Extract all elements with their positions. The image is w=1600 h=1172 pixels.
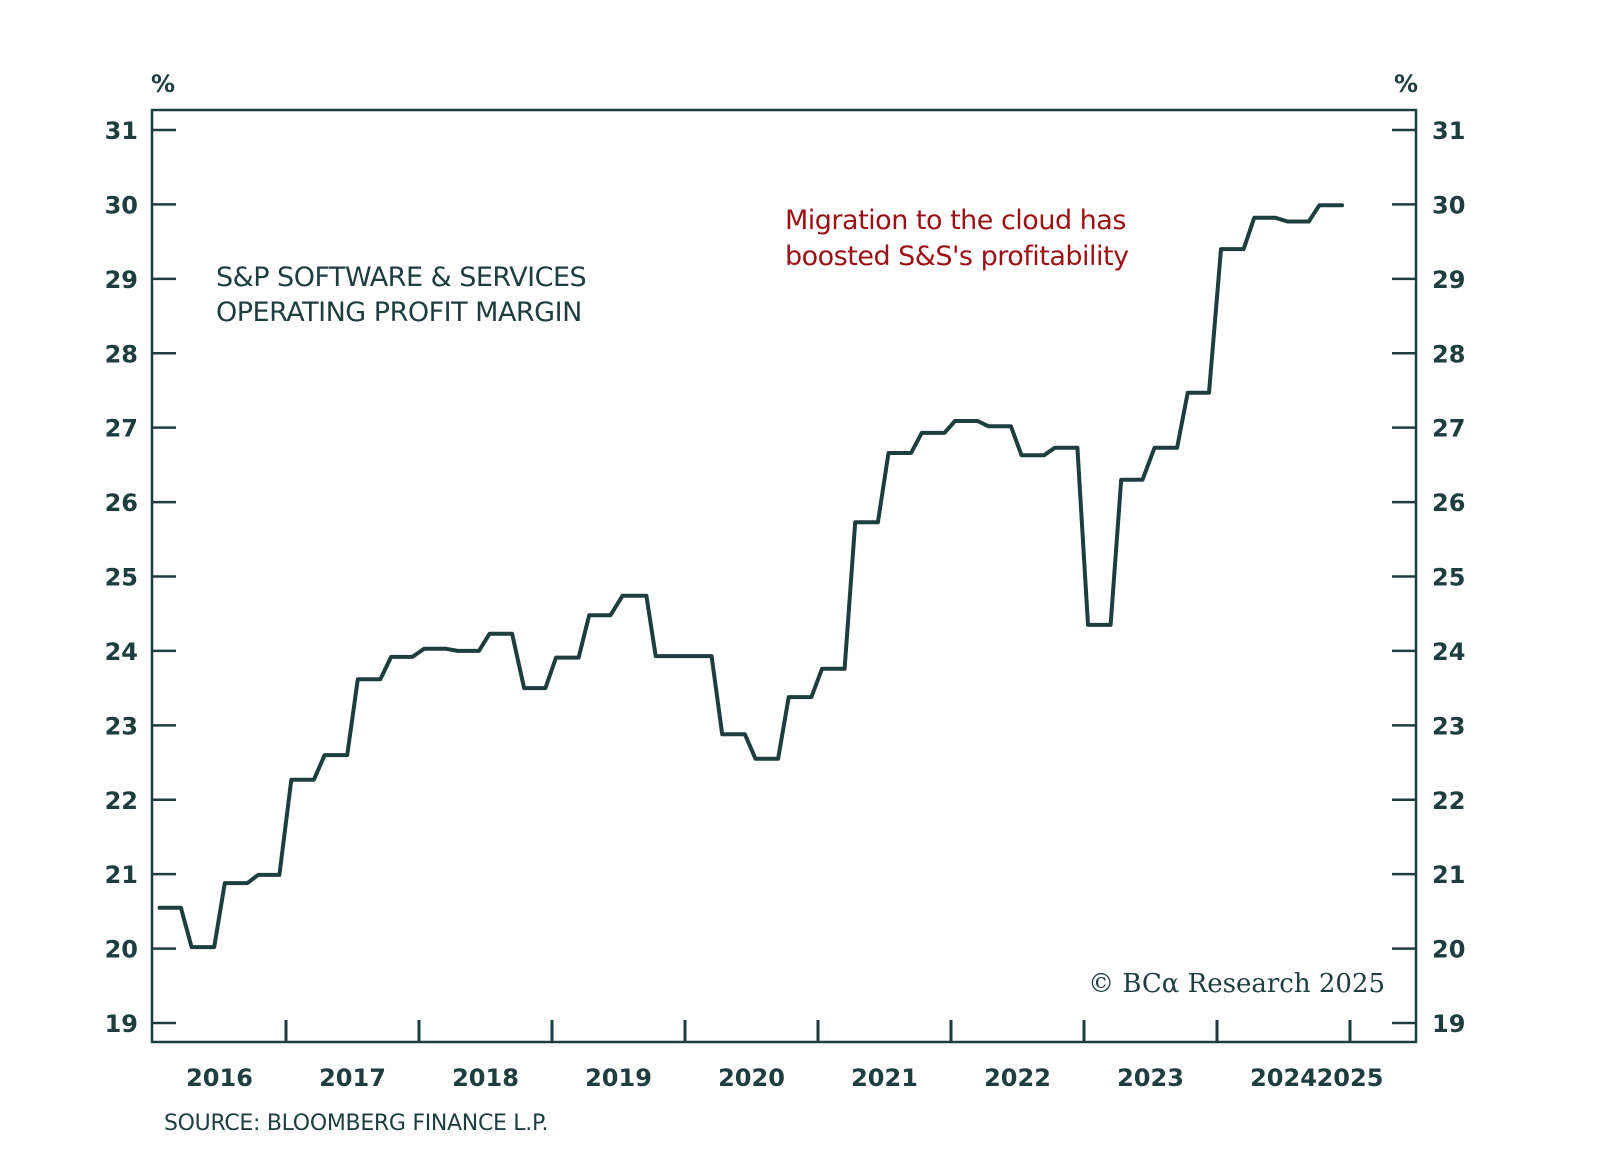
y-tick-label-left: 26 (105, 489, 138, 517)
x-tick-label: 2025 (1317, 1064, 1384, 1092)
y-tick-label-right: 22 (1432, 787, 1465, 815)
y-tick-label-right: 20 (1432, 936, 1465, 964)
x-tick-label: 2022 (984, 1064, 1051, 1092)
y-tick-label-left: 24 (105, 638, 138, 666)
x-tick-label: 2016 (186, 1064, 253, 1092)
annotation-line-1: Migration to the cloud has (785, 205, 1126, 236)
y-tick-label-left: 20 (105, 936, 138, 964)
copyright-notice: © BCα Research 2025 (1088, 969, 1385, 999)
y-tick-label-right: 23 (1432, 712, 1465, 740)
y-tick-label-right: 25 (1432, 564, 1465, 592)
y-tick-label-left: 29 (105, 266, 138, 294)
x-tick-label: 2023 (1117, 1064, 1184, 1092)
annotation: Migration to the cloud has boosted S&S's… (785, 205, 1134, 272)
series-line-operating-margin (157, 203, 1344, 950)
y-tick-label-left: 31 (105, 117, 138, 145)
y-tick-label-right: 27 (1432, 415, 1465, 443)
y-axis-left: 19 20 21 22 23 24 25 26 27 28 29 30 31 (105, 117, 176, 1038)
y-tick-label-left: 30 (105, 191, 138, 219)
y-tick-label-left: 28 (105, 340, 138, 368)
y-axis-unit-left: % (151, 70, 175, 98)
y-tick-label-right: 24 (1432, 638, 1465, 666)
x-axis: 2016 2017 2018 2019 2020 2021 2022 2023 2024 2025 (186, 1020, 1383, 1092)
y-axis-right: 19 20 21 22 23 24 25 26 27 28 29 30 31 (1392, 117, 1465, 1038)
x-tick-label: 2021 (851, 1064, 918, 1092)
chart-title: S&P SOFTWARE & SERVICES OPERATING PROFIT… (216, 262, 594, 328)
y-tick-label-right: 21 (1432, 861, 1465, 889)
x-tick-label: 2019 (585, 1064, 652, 1092)
y-tick-label-left: 23 (105, 712, 138, 740)
y-tick-label-right: 31 (1432, 117, 1465, 145)
y-tick-label-left: 21 (105, 861, 138, 889)
y-tick-label-right: 26 (1432, 489, 1465, 517)
y-tick-label-right: 28 (1432, 340, 1465, 368)
x-tick-label: 2020 (718, 1064, 785, 1092)
chart-title-line-1: S&P SOFTWARE & SERVICES (216, 262, 586, 293)
source-note: SOURCE: BLOOMBERG FINANCE L.P. (164, 1111, 548, 1136)
chart-title-line-2: OPERATING PROFIT MARGIN (216, 297, 582, 328)
annotation-line-2: boosted S&S's profitability (785, 241, 1129, 272)
y-tick-label-left: 25 (105, 564, 138, 592)
y-tick-label-left: 27 (105, 415, 138, 443)
y-tick-label-right: 29 (1432, 266, 1465, 294)
y-axis-unit-right: % (1394, 70, 1418, 98)
y-tick-label-left: 19 (105, 1010, 138, 1038)
x-tick-label: 2024 (1250, 1064, 1317, 1092)
y-tick-label-right: 19 (1432, 1010, 1465, 1038)
y-tick-label-left: 22 (105, 787, 138, 815)
x-tick-label: 2017 (319, 1064, 386, 1092)
x-tick-label: 2018 (452, 1064, 519, 1092)
y-tick-label-right: 30 (1432, 191, 1465, 219)
